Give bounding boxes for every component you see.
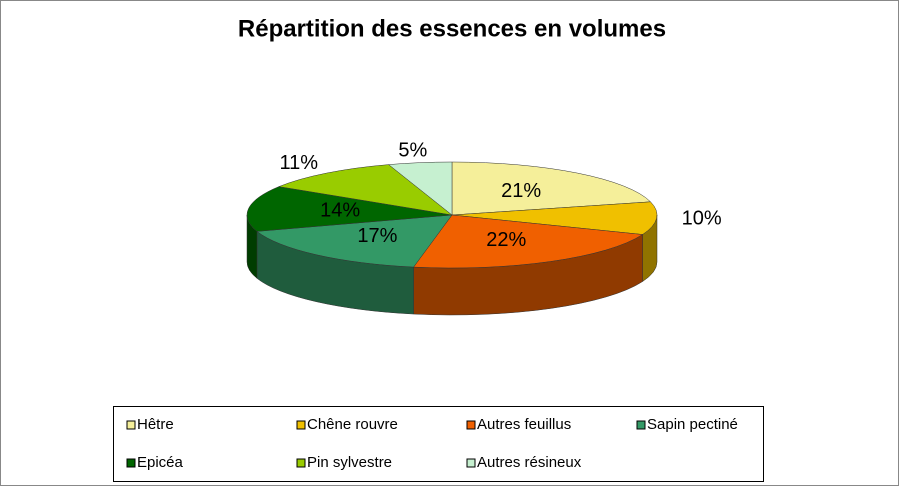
legend-swatch xyxy=(126,458,136,468)
legend-label: Autres feuillus xyxy=(477,416,571,433)
legend-label: Hêtre xyxy=(137,416,174,433)
data-label: 5% xyxy=(398,139,427,161)
data-label: 10% xyxy=(682,207,722,229)
pie-slice xyxy=(256,214,453,268)
legend-label: Epicéa xyxy=(137,454,184,471)
legend-label: Autres résineux xyxy=(477,454,582,471)
legend-swatch xyxy=(466,458,476,468)
legend-swatch xyxy=(296,458,306,468)
pie-slice xyxy=(451,201,658,235)
data-label: 17% xyxy=(357,225,397,247)
pie-slice xyxy=(413,214,644,269)
data-label: 11% xyxy=(279,152,318,174)
legend-swatch xyxy=(126,420,136,430)
legend-swatch xyxy=(296,420,306,430)
pie-slice xyxy=(388,161,453,216)
chart-title: Répartition des essences en volumes xyxy=(238,15,666,42)
pie-slice xyxy=(246,186,453,232)
data-label: 22% xyxy=(486,229,526,251)
pie-slice xyxy=(277,164,453,216)
legend-label: Chêne rouvre xyxy=(307,416,398,433)
data-label: 21% xyxy=(501,180,541,202)
pie-slice xyxy=(451,161,652,216)
legend-swatch xyxy=(466,420,476,430)
legend-swatch xyxy=(636,420,646,430)
legend-box xyxy=(113,406,764,482)
data-label: 14% xyxy=(320,200,360,222)
legend-label: Pin sylvestre xyxy=(307,454,392,471)
legend-label: Sapin pectiné xyxy=(647,416,738,433)
